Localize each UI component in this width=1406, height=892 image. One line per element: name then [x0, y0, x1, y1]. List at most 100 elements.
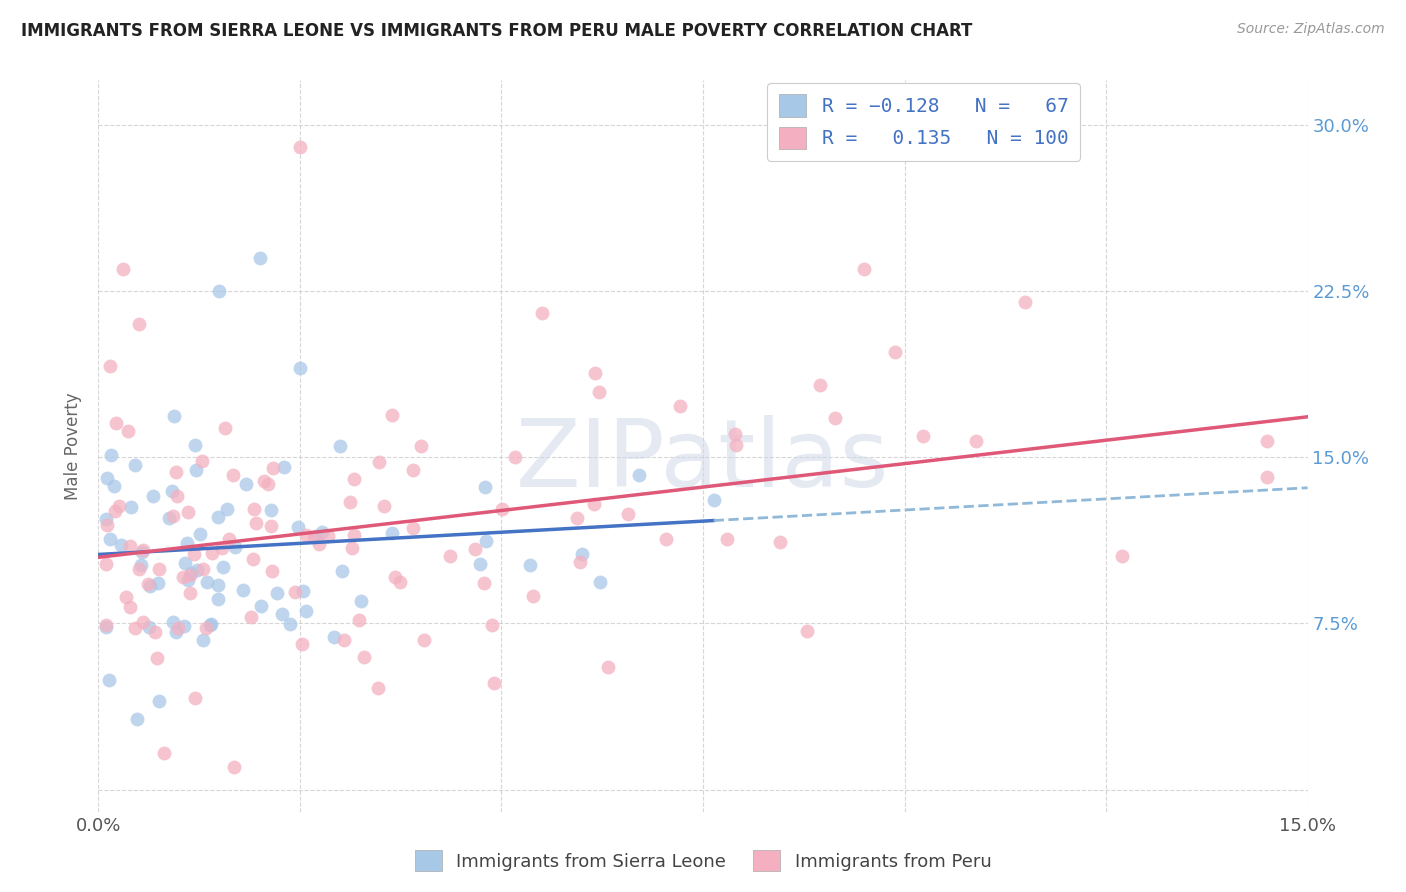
Point — [162, 509, 184, 524]
Point — [183, 547, 205, 561]
Point — [177, 573, 200, 587]
Point — [343, 472, 366, 486]
Point — [305, 529, 328, 543]
Point — [136, 577, 159, 591]
Point — [184, 690, 207, 705]
Point — [519, 558, 541, 572]
Point — [350, 594, 373, 608]
Point — [343, 527, 366, 541]
Point — [912, 429, 935, 443]
Point — [177, 506, 200, 520]
Point — [260, 519, 283, 533]
Point — [1256, 434, 1278, 448]
Point — [256, 476, 278, 491]
Point — [242, 552, 264, 566]
Point — [318, 529, 340, 543]
Point — [166, 489, 188, 503]
Point — [98, 673, 121, 688]
Point — [96, 617, 118, 632]
Point — [243, 502, 266, 516]
Point — [588, 385, 610, 400]
Point — [215, 501, 238, 516]
Point — [191, 632, 214, 647]
Point — [162, 409, 184, 424]
Point — [152, 746, 174, 760]
Point — [596, 660, 619, 674]
Point — [111, 261, 134, 276]
Point — [284, 585, 307, 599]
Point — [853, 261, 876, 276]
Point — [120, 500, 142, 514]
Point — [117, 424, 139, 438]
Point — [287, 520, 309, 534]
Point — [367, 681, 389, 695]
Point — [195, 574, 218, 589]
Point — [270, 607, 292, 622]
Point — [218, 532, 240, 546]
Point — [470, 557, 492, 571]
Point — [173, 619, 195, 633]
Point — [655, 532, 678, 546]
Point — [381, 409, 404, 423]
Point — [332, 632, 354, 647]
Point — [262, 461, 284, 475]
Point — [224, 760, 246, 774]
Point — [198, 618, 221, 632]
Point — [184, 463, 207, 477]
Point — [567, 511, 589, 525]
Point — [249, 251, 271, 265]
Point — [323, 631, 346, 645]
Point — [108, 499, 131, 513]
Point — [530, 306, 553, 320]
Point — [120, 539, 142, 553]
Point — [796, 624, 818, 638]
Point — [503, 450, 526, 465]
Point — [96, 557, 118, 571]
Point — [260, 564, 283, 578]
Point — [110, 538, 132, 552]
Point — [139, 579, 162, 593]
Point — [1014, 294, 1036, 309]
Y-axis label: Male Poverty: Male Poverty — [65, 392, 83, 500]
Point — [96, 517, 118, 532]
Point — [114, 591, 136, 605]
Point — [207, 578, 229, 592]
Point — [582, 498, 605, 512]
Point — [212, 560, 235, 574]
Point — [481, 618, 503, 632]
Text: IMMIGRANTS FROM SIERRA LEONE VS IMMIGRANTS FROM PERU MALE POVERTY CORRELATION CH: IMMIGRANTS FROM SIERRA LEONE VS IMMIGRAN… — [21, 22, 973, 40]
Point — [98, 359, 121, 374]
Point — [160, 483, 183, 498]
Legend: R = −0.128   N =   67, R =   0.135   N = 100: R = −0.128 N = 67, R = 0.135 N = 100 — [768, 83, 1080, 161]
Point — [464, 542, 486, 557]
Point — [173, 556, 195, 570]
Point — [308, 537, 330, 551]
Point — [724, 426, 747, 441]
Point — [491, 502, 513, 516]
Point — [165, 625, 187, 640]
Point — [472, 576, 495, 591]
Point — [118, 600, 141, 615]
Point — [413, 633, 436, 648]
Point — [266, 586, 288, 600]
Point — [142, 490, 165, 504]
Text: Source: ZipAtlas.com: Source: ZipAtlas.com — [1237, 22, 1385, 37]
Point — [249, 599, 271, 614]
Point — [342, 541, 364, 555]
Point — [290, 637, 312, 651]
Point — [148, 562, 170, 576]
Point — [224, 541, 246, 555]
Point — [200, 616, 222, 631]
Point — [482, 676, 505, 690]
Point — [808, 378, 831, 392]
Point — [96, 471, 118, 485]
Point — [207, 591, 229, 606]
Point — [353, 649, 375, 664]
Point — [221, 467, 243, 482]
Point — [1256, 470, 1278, 484]
Point — [188, 526, 211, 541]
Point — [569, 555, 592, 569]
Point — [589, 575, 612, 590]
Point — [292, 583, 315, 598]
Point — [627, 467, 650, 482]
